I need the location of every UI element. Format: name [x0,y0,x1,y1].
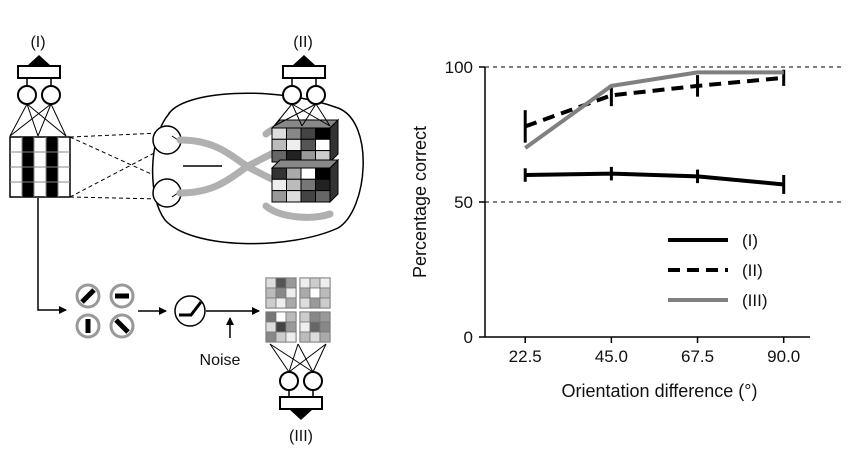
readout-unit-ii [273,55,331,127]
gabor-filter-bank [75,283,135,339]
series-line-1 [524,75,784,129]
y-tick-label-2: 100 [445,58,473,77]
noise-label: Noise [200,352,241,369]
model-output-grid [265,277,331,343]
x-tick-label-3: 90.0 [767,347,800,366]
stimulus-grating [9,136,71,198]
chart-panel: 0 50 100 22.5 45.0 67.5 90.0 Orientation differ… [410,58,842,401]
pathway-arrow-down [37,198,67,314]
projection-lines [69,132,161,200]
cortex-cube-bottom [270,158,340,204]
x-tick-label-2: 67.5 [681,347,714,366]
series-line-2 [524,70,784,150]
x-tick-label-1: 45.0 [595,347,628,366]
y-axis-label: Percentage correct [410,126,430,278]
schematic-panel: (I) [9,34,364,445]
readout-unit-iii [269,343,327,420]
y-tick-label-1: 50 [454,193,473,212]
label-ii: (II) [293,34,313,51]
series-line-0 [525,171,784,187]
cortex-cube-top [270,118,340,164]
y-tick-label-0: 0 [464,328,473,347]
x-tick-label-0: 22.5 [509,347,542,366]
legend-label-0: (I) [742,231,758,250]
legend-label-1: (II) [742,261,763,280]
label-i: (I) [30,34,45,51]
label-iii: (III) [289,428,313,445]
x-axis-label: Orientation difference (°) [562,381,758,401]
legend-label-2: (III) [742,291,768,310]
readout-unit-i [9,55,67,137]
nonlinearity-icon [174,295,206,327]
